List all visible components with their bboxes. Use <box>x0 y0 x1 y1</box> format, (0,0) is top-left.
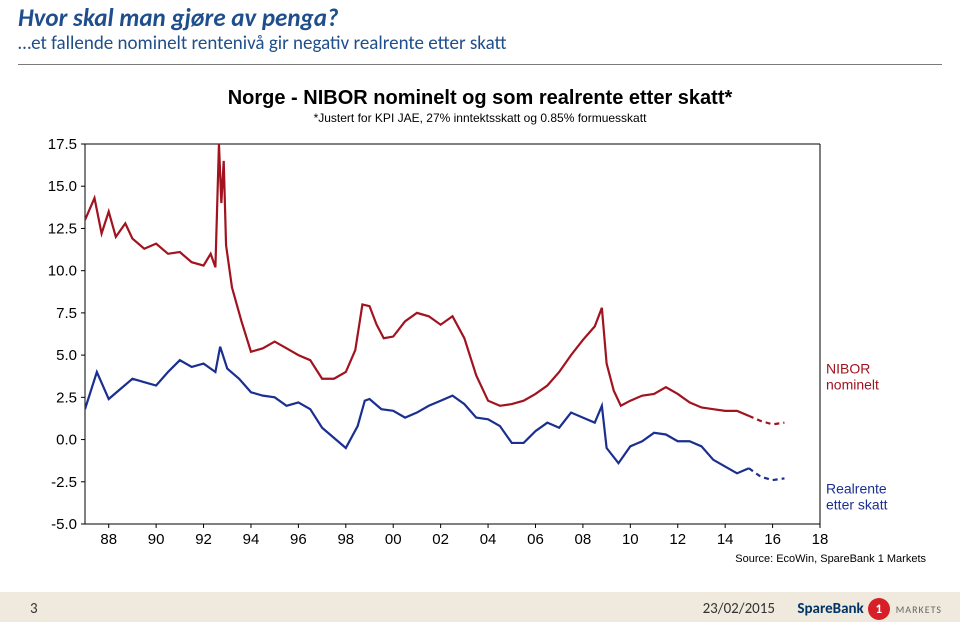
svg-text:Norge - NIBOR nominelt og som: Norge - NIBOR nominelt og som realrente … <box>228 87 733 109</box>
svg-text:7.5: 7.5 <box>56 305 77 322</box>
page-subtitle: …et fallende nominelt rentenivå gir nega… <box>18 32 507 55</box>
svg-text:18: 18 <box>812 531 829 548</box>
svg-text:06: 06 <box>527 531 544 548</box>
svg-text:5.0: 5.0 <box>56 347 77 364</box>
svg-text:-5.0: -5.0 <box>51 516 77 533</box>
svg-text:-2.5: -2.5 <box>51 474 77 491</box>
svg-text:NIBOR: NIBOR <box>826 361 870 377</box>
svg-text:08: 08 <box>575 531 592 548</box>
logo-subtext: MARKETS <box>896 603 942 616</box>
brand-logo: SpareBank 1 MARKETS <box>797 598 942 620</box>
svg-text:nominelt: nominelt <box>826 377 879 393</box>
divider <box>18 64 942 65</box>
svg-text:00: 00 <box>385 531 402 548</box>
svg-text:2.5: 2.5 <box>56 389 77 406</box>
svg-text:94: 94 <box>243 531 260 548</box>
page-number: 3 <box>30 600 38 618</box>
svg-text:etter skatt: etter skatt <box>826 497 888 513</box>
svg-text:88: 88 <box>100 531 117 548</box>
line-chart: Norge - NIBOR nominelt og som realrente … <box>30 84 930 564</box>
logo-badge-icon: 1 <box>868 598 890 620</box>
svg-text:10: 10 <box>622 531 639 548</box>
svg-text:Realrente: Realrente <box>826 481 887 497</box>
page-title: Hvor skal man gjøre av penga? <box>18 2 338 33</box>
svg-text:16: 16 <box>764 531 781 548</box>
svg-text:96: 96 <box>290 531 307 548</box>
svg-text:12: 12 <box>669 531 686 548</box>
svg-text:90: 90 <box>148 531 165 548</box>
svg-text:0.0: 0.0 <box>56 432 77 449</box>
svg-text:04: 04 <box>480 531 497 548</box>
svg-text:14: 14 <box>717 531 734 548</box>
svg-text:17.5: 17.5 <box>48 136 77 153</box>
svg-text:10.0: 10.0 <box>48 263 77 280</box>
logo-text: SpareBank <box>797 600 863 618</box>
chart-container: Norge - NIBOR nominelt og som realrente … <box>30 84 930 564</box>
svg-text:15.0: 15.0 <box>48 178 77 195</box>
svg-text:02: 02 <box>432 531 449 548</box>
footer-date: 23/02/2015 <box>703 600 775 618</box>
svg-text:12.5: 12.5 <box>48 220 77 237</box>
svg-text:Source: EcoWin, SpareBank 1 Ma: Source: EcoWin, SpareBank 1 Markets <box>735 553 926 564</box>
svg-text:98: 98 <box>337 531 354 548</box>
svg-text:92: 92 <box>195 531 212 548</box>
svg-text:*Justert for KPI JAE, 27% innt: *Justert for KPI JAE, 27% inntektsskatt … <box>314 111 647 125</box>
